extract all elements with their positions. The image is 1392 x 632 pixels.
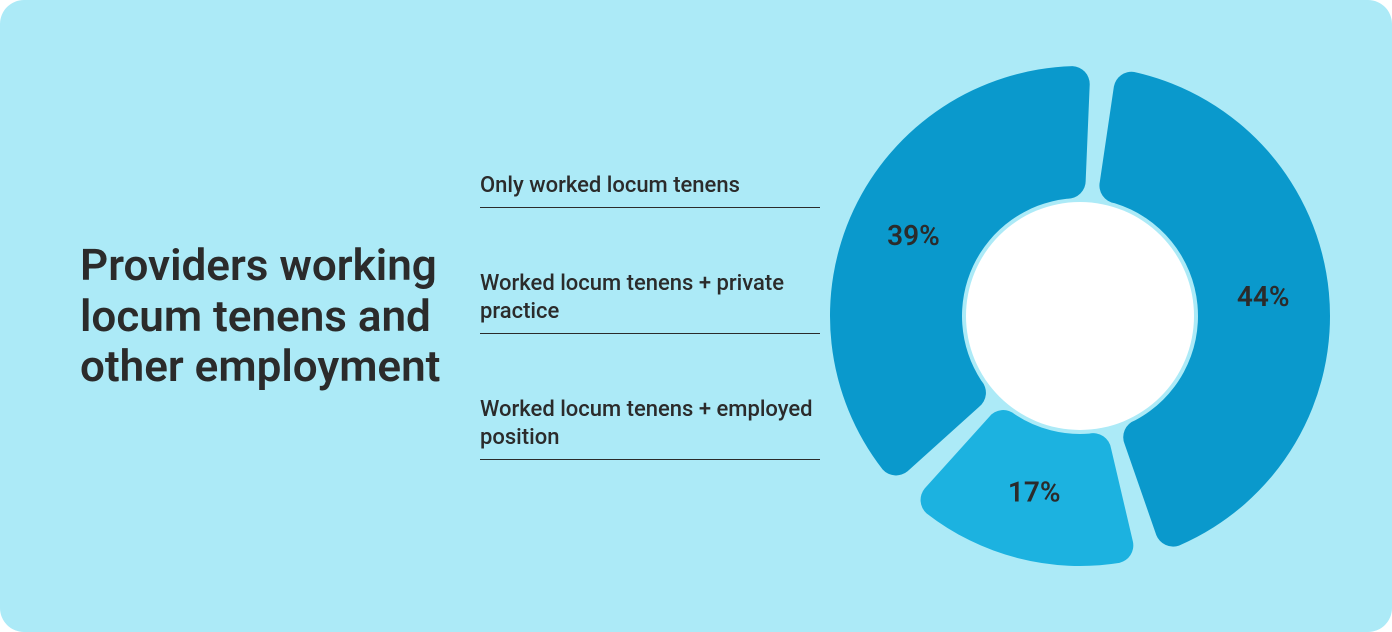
donut-svg: 39% 44% 17% (820, 56, 1340, 576)
donut-label-only: 39% (887, 219, 940, 252)
label-only-locum: Only worked locum tenens (480, 172, 820, 208)
chart-title: Providers working locum tenens and other… (80, 240, 460, 392)
label-private: Worked locum tenens + private practice (480, 270, 820, 334)
label-employed: Worked locum tenens + employed position (480, 396, 820, 460)
donut-hole (966, 202, 1194, 430)
donut-chart: 39% 44% 17% (820, 40, 1340, 592)
donut-label-employed: 44% (1237, 280, 1290, 313)
infographic-card: Providers working locum tenens and other… (0, 0, 1392, 632)
legend-labels: Only worked locum tenens Worked locum te… (480, 172, 820, 460)
donut-label-private: 17% (1008, 476, 1061, 509)
